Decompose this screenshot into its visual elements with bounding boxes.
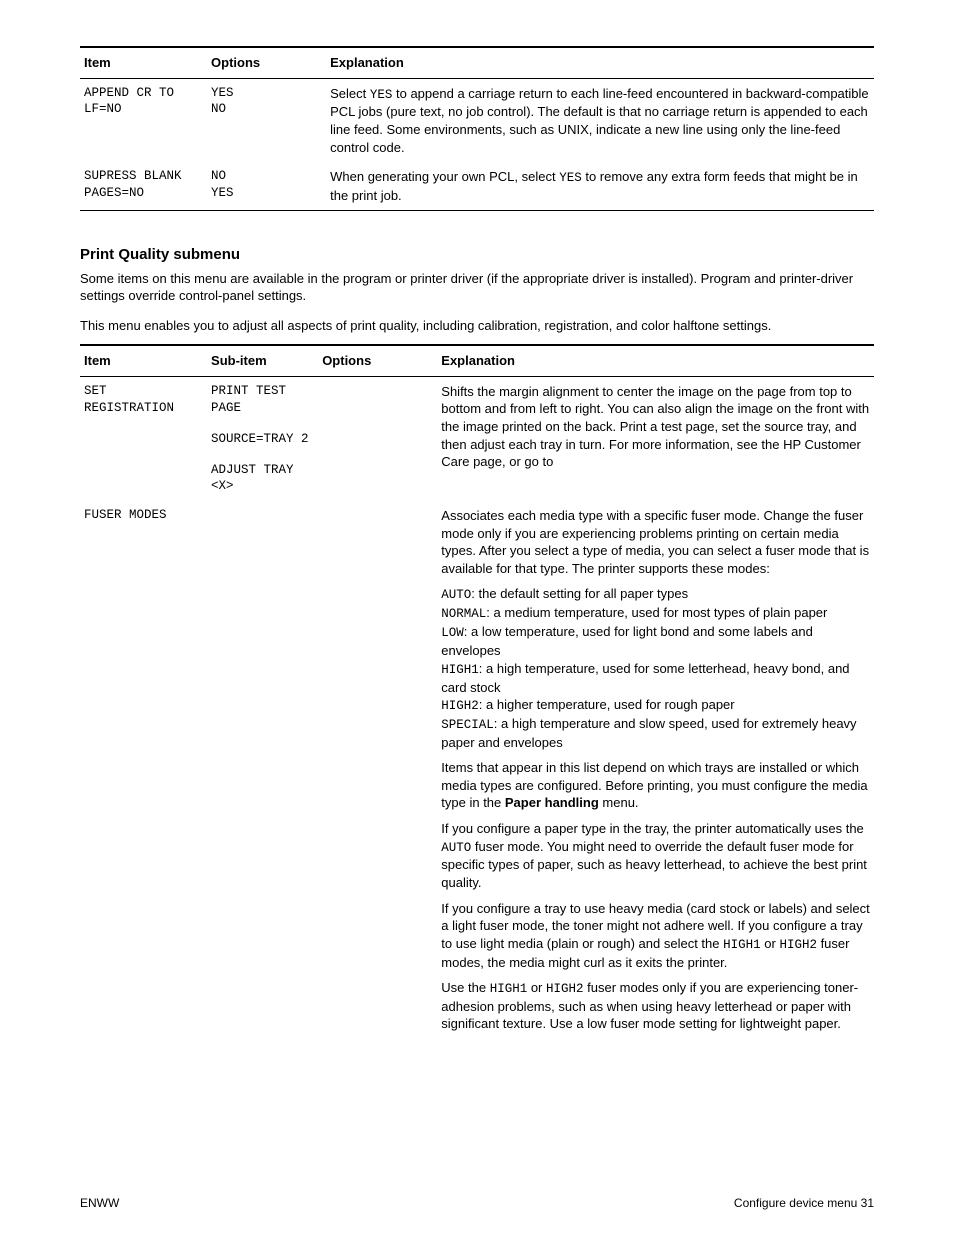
th-item: Item [80,47,207,78]
mode-normal-desc: : a medium temperature, used for most ty… [486,605,827,620]
footer-right: Configure device menu 31 [734,1195,874,1211]
th-item: Item [80,345,207,376]
mode-high2: HIGH2 [441,699,479,713]
item-line2: LF=NO [84,102,122,116]
fuser-body1c: menu. [599,795,639,810]
th-subitem: Sub-item [207,345,318,376]
sub3-l1: ADJUST TRAY [211,463,294,477]
fuser-body3b: or [761,936,780,951]
opt-no: NO [211,169,226,183]
th-options: Options [318,345,437,376]
fuser-body4b: or [527,980,546,995]
pcl-table: Item Options Explanation APPEND CR TO LF… [80,46,874,211]
mode-special: SPECIAL [441,718,494,732]
fuser-body4a: Use the [441,980,489,995]
fuser-lead: Associates each media type with a specif… [441,507,870,577]
sub2: SOURCE=TRAY 2 [211,432,309,446]
row-set-registration: SET REGISTRATION PRINT TEST PAGE SOURCE=… [80,376,874,501]
fuser-body1b: Paper handling [505,795,599,810]
th-options: Options [207,47,326,78]
page: Item Options Explanation APPEND CR TO LF… [0,0,954,1235]
fuser-body4-code2: HIGH2 [546,982,584,996]
expl-body: to append a carriage return to each line… [330,86,869,155]
item-line1: APPEND CR TO [84,86,174,100]
mode-normal: NORMAL [441,607,486,621]
opt-no: NO [211,102,226,116]
th-expl: Explanation [437,345,874,376]
fuser-body3-code1: HIGH1 [723,938,761,952]
fuser-body3-code2: HIGH2 [779,938,817,952]
opt-yes: YES [211,86,234,100]
item-l2: REGISTRATION [84,401,174,415]
pq-lead: This menu enables you to adjust all aspe… [80,317,874,335]
expl-prefix: When generating your own PCL, select [330,169,559,184]
row-suppress-blank: SUPRESS BLANK PAGES=NO NO YES When gener… [80,162,874,211]
expl-yes: YES [370,88,393,102]
item-l1: SET [84,384,107,398]
mode-high1-desc: : a high temperature, used for some lett… [441,661,849,695]
fuser-body2-code: AUTO [441,841,471,855]
mode-special-desc: : a high temperature and slow speed, use… [441,716,856,750]
mode-low: LOW [441,626,464,640]
opt-yes: YES [211,186,234,200]
pq-sub: Some items on this menu are available in… [80,270,874,305]
footer: ENWW Configure device menu 31 [80,1195,874,1211]
expl-yes: YES [559,171,582,185]
row-fuser-modes: FUSER MODES Associates each media type w… [80,501,874,1039]
reg-expl: Shifts the margin alignment to center th… [437,376,874,501]
mode-high1: HIGH1 [441,663,479,677]
mode-auto-desc: : the default setting for all paper type… [471,586,688,601]
fuser-body2a: If you configure a paper type in the tra… [441,821,864,836]
expl-prefix: Select [330,86,370,101]
sub3-l2: <X> [211,479,234,493]
th-expl: Explanation [326,47,874,78]
fuser-item: FUSER MODES [84,508,167,522]
mode-auto: AUTO [441,588,471,602]
mode-high2-desc: : a higher temperature, used for rough p… [479,697,735,712]
fuser-body2b: fuser mode. You might need to override t… [441,839,867,890]
mode-low-desc: : a low temperature, used for light bond… [441,624,813,658]
sub1-l2: PAGE [211,401,241,415]
pq-table: Item Sub-item Options Explanation SET RE… [80,344,874,1039]
pq-title: Print Quality submenu [80,245,874,265]
row-append-cr: APPEND CR TO LF=NO YES NO Select YES to … [80,78,874,162]
footer-left: ENWW [80,1195,119,1211]
item-line1: SUPRESS BLANK [84,169,182,183]
fuser-body4-code1: HIGH1 [490,982,528,996]
item-line2: PAGES=NO [84,186,144,200]
sub1-l1: PRINT TEST [211,384,286,398]
